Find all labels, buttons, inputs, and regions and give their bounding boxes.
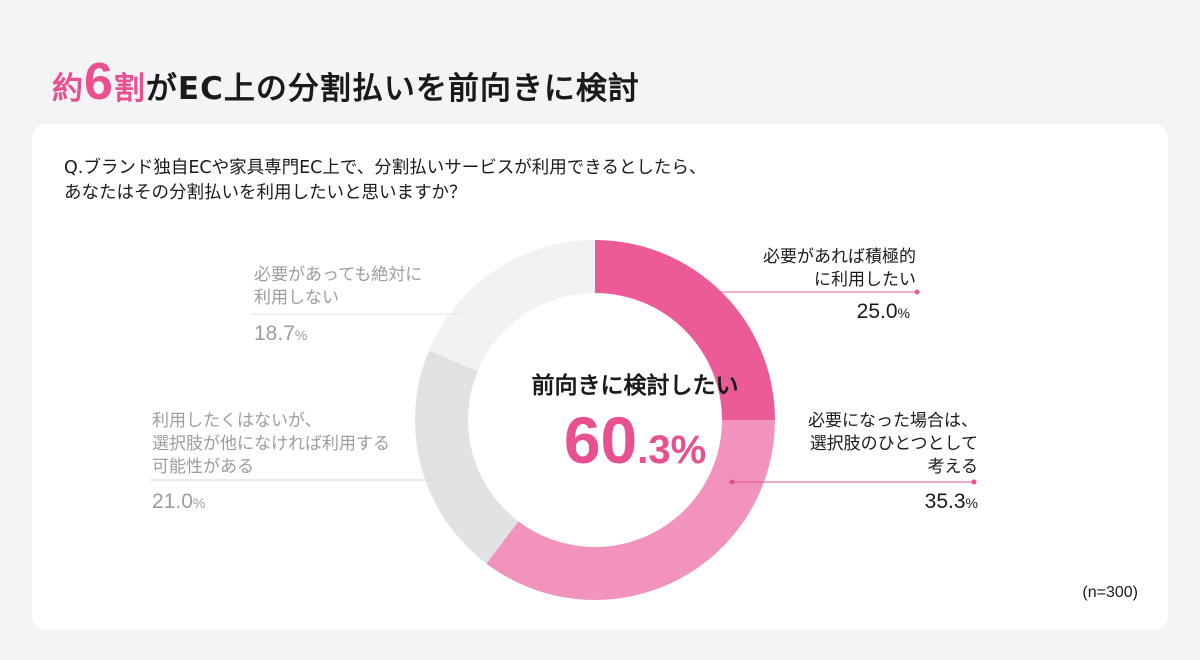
slice-value-2-number: 35.3	[924, 490, 966, 513]
slice-value-3-number: 21.0	[152, 490, 193, 513]
slice-value-2-unit: %	[965, 495, 978, 511]
donut-slice-1	[595, 240, 775, 420]
slice-label-4-line1: 必要があっても絶対に	[254, 265, 423, 285]
title-unit: 割	[113, 71, 146, 107]
leader-dot-slice-1	[689, 289, 695, 295]
slice-value-3-unit: %	[192, 495, 206, 511]
slice-value-4: 18.7%	[254, 322, 307, 346]
slice-label-4-line2: 利用しない	[254, 288, 339, 308]
slice-label-1: 必要があれば積極的 に利用したい	[763, 246, 916, 292]
leader-end-slice-1	[914, 289, 920, 295]
chart-card: Q.ブランド独自ECや家具専門EC上で、分割払いサービスが利用できるとしたら、 …	[32, 124, 1168, 630]
title-rest: がEC上の分割払いを前向きに検討	[145, 71, 640, 107]
title-number: 6	[84, 53, 114, 111]
slice-value-2: 35.3%	[925, 490, 978, 514]
slice-label-2-line1: 必要になった場合は、	[808, 411, 978, 431]
page-title: 約6割がEC上の分割払いを前向きに検討	[52, 52, 640, 119]
leader-dot-slice-2	[729, 479, 735, 485]
donut-slice-2	[486, 420, 775, 600]
leader-lines	[150, 289, 977, 485]
donut-slice-4	[428, 240, 595, 372]
survey-question: Q.ブランド独自ECや家具専門EC上で、分割払いサービスが利用できるとしたら、 …	[64, 156, 706, 206]
question-line-2: あなたはその分割払いを利用したいと思いますか？	[64, 183, 467, 203]
slice-label-3: 利用したくはないが、 選択肢が他になければ利用する 可能性がある	[152, 410, 390, 479]
slice-label-3-line2: 選択肢が他になければ利用する	[152, 434, 390, 454]
question-line-1: Q.ブランド独自ECや家具専門EC上で、分割払いサービスが利用できるとしたら、	[64, 158, 707, 178]
slice-label-2-line3: 考える	[927, 457, 979, 477]
leader-end-slice-2	[971, 479, 977, 485]
donut-chart	[150, 240, 977, 600]
center-label: 前向きに検討したい	[531, 373, 739, 399]
slice-label-2-line2: 選択肢のひとつとして	[809, 434, 978, 454]
slice-label-3-line1: 利用したくはないが、	[152, 411, 322, 431]
slice-label-3-line3: 可能性がある	[152, 457, 254, 477]
slice-label-4: 必要があっても絶対に 利用しない	[254, 264, 422, 310]
title-prefix: 約	[52, 71, 84, 107]
slice-label-1-line2: に利用したい	[814, 270, 916, 290]
slice-value-3: 21.0%	[152, 490, 205, 514]
slice-value-4-number: 18.7	[254, 322, 295, 345]
slice-value-4-unit: %	[294, 327, 308, 343]
donut-slices	[414, 240, 775, 600]
slice-label-1-line1: 必要があれば積極的	[763, 247, 916, 267]
donut-slice-3	[414, 350, 519, 564]
center-value-decimal: .3%	[637, 428, 707, 472]
center-value: 60.3%	[485, 402, 785, 478]
sample-size-note: (n=300)	[1082, 584, 1138, 601]
slice-value-1: 25.0%	[857, 300, 910, 324]
slice-value-1-unit: %	[897, 305, 910, 321]
slice-label-2: 必要になった場合は、 選択肢のひとつとして 考える	[808, 410, 978, 479]
slice-value-1-number: 25.0	[856, 300, 898, 323]
center-value-number: 60	[563, 403, 638, 477]
